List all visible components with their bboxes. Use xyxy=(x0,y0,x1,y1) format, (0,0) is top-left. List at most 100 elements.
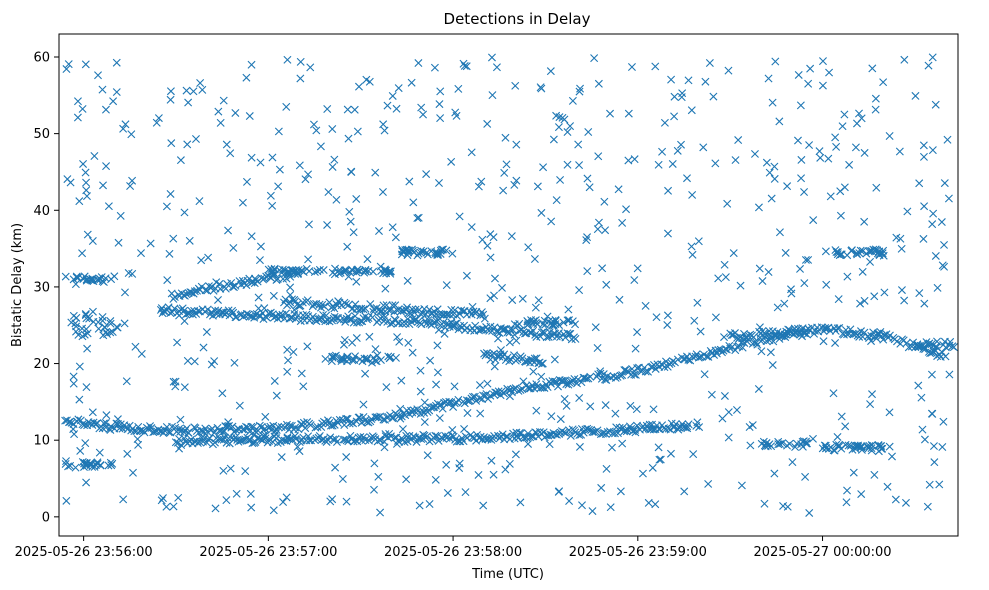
data-point xyxy=(98,316,107,325)
data-point xyxy=(588,507,597,516)
data-point xyxy=(767,194,776,203)
data-point xyxy=(602,375,611,384)
data-point xyxy=(651,62,660,71)
data-point xyxy=(729,249,738,258)
data-point xyxy=(62,496,71,505)
data-point xyxy=(630,155,639,164)
data-point xyxy=(371,168,380,177)
data-point xyxy=(64,60,73,69)
data-point xyxy=(423,250,432,259)
data-point xyxy=(683,422,692,431)
data-point xyxy=(544,431,553,440)
data-point xyxy=(867,337,876,346)
data-point xyxy=(837,444,846,453)
data-point xyxy=(435,414,444,423)
data-point xyxy=(169,234,178,243)
data-point xyxy=(658,147,667,156)
data-point xyxy=(515,319,524,328)
data-point xyxy=(594,152,603,161)
data-point xyxy=(933,283,942,292)
data-point xyxy=(214,107,223,116)
data-point xyxy=(121,288,129,297)
data-point xyxy=(940,240,949,249)
data-point xyxy=(787,327,796,336)
data-point xyxy=(720,260,729,269)
data-point xyxy=(874,441,883,449)
data-point xyxy=(810,329,819,338)
data-point xyxy=(549,135,558,144)
data-point xyxy=(415,501,424,510)
data-point xyxy=(609,372,618,381)
data-point xyxy=(431,431,440,440)
data-point xyxy=(499,186,508,195)
data-point xyxy=(379,120,388,129)
data-point xyxy=(831,246,840,255)
data-point xyxy=(393,333,402,342)
data-point xyxy=(897,286,906,295)
data-point xyxy=(391,353,400,362)
data-point xyxy=(247,503,256,512)
data-point xyxy=(301,175,310,184)
data-point xyxy=(474,182,483,191)
data-point xyxy=(447,157,456,166)
data-point xyxy=(945,370,954,379)
data-point xyxy=(566,122,575,131)
data-point xyxy=(452,437,461,446)
data-point xyxy=(189,87,198,96)
data-point xyxy=(680,487,689,496)
data-point xyxy=(836,187,845,196)
data-point xyxy=(855,332,864,341)
data-point xyxy=(931,100,940,109)
data-point xyxy=(114,238,123,247)
data-point xyxy=(524,429,533,438)
data-point xyxy=(601,226,610,235)
data-point xyxy=(210,357,219,366)
data-point xyxy=(171,377,180,386)
data-point xyxy=(775,117,784,126)
data-point xyxy=(286,290,295,299)
data-point xyxy=(246,489,255,498)
data-point xyxy=(290,432,299,441)
data-point xyxy=(792,439,801,448)
data-point xyxy=(362,75,371,84)
data-point xyxy=(840,110,849,119)
data-point xyxy=(66,178,75,187)
data-point xyxy=(126,182,135,190)
data-point xyxy=(597,374,606,383)
data-point xyxy=(868,390,877,399)
data-point xyxy=(508,296,517,305)
data-point xyxy=(283,55,292,64)
data-point xyxy=(379,415,388,424)
data-point xyxy=(586,402,595,411)
data-point xyxy=(600,197,609,206)
data-point xyxy=(576,84,585,93)
data-point xyxy=(435,100,444,109)
data-point xyxy=(688,250,697,259)
data-point xyxy=(783,182,792,191)
data-point xyxy=(664,424,673,433)
data-point xyxy=(366,417,375,426)
data-point xyxy=(313,423,322,431)
data-point xyxy=(648,463,657,472)
data-point xyxy=(775,228,784,237)
data-point xyxy=(512,176,521,185)
data-point xyxy=(411,315,420,324)
data-point xyxy=(502,160,511,169)
data-point xyxy=(793,136,802,145)
data-point xyxy=(736,281,745,290)
data-point xyxy=(547,217,556,226)
data-point xyxy=(291,435,300,444)
data-point xyxy=(775,331,784,340)
data-point xyxy=(687,242,696,251)
data-point xyxy=(219,466,228,475)
data-point xyxy=(231,108,240,117)
data-point xyxy=(514,433,523,442)
data-point xyxy=(260,430,269,439)
data-point xyxy=(413,214,422,223)
data-point xyxy=(388,91,397,100)
data-point xyxy=(323,105,332,114)
data-point xyxy=(298,298,307,307)
data-point xyxy=(304,255,313,264)
data-point xyxy=(614,185,623,194)
